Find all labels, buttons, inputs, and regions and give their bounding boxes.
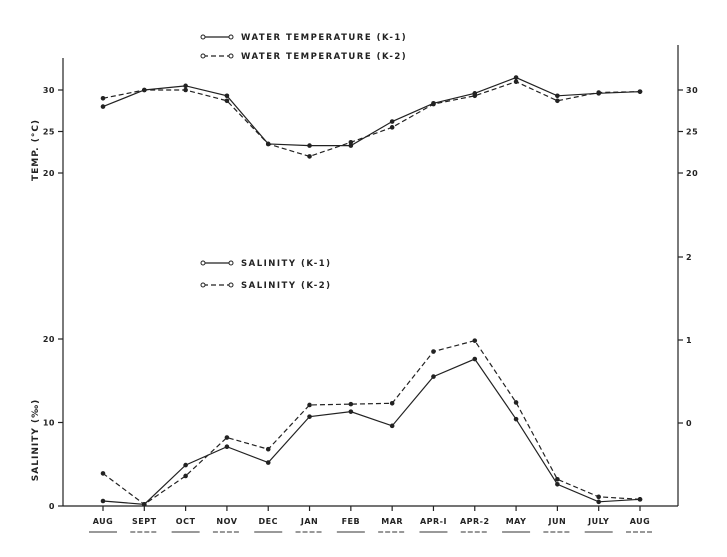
temp-k2-point — [431, 101, 436, 107]
salinity-k2-point — [513, 400, 519, 405]
salinity-k1-point — [431, 374, 436, 379]
temp-right-tick-label: 20 — [686, 169, 698, 178]
salinity-left-tick-label: 0 — [49, 502, 55, 511]
legend-temp-k2-swatch-marker — [200, 53, 206, 59]
legend-salinity-k2-swatch-marker — [228, 282, 234, 288]
temp-k1-point — [513, 75, 519, 80]
temp-axis-label: TEMP. (°C) — [31, 119, 41, 181]
salinity-k2-point — [100, 471, 106, 476]
salinity-k1-point — [183, 462, 188, 468]
legend-salinity-k1-label: SALINITY (K-1) — [241, 259, 332, 269]
temp-k2-point — [348, 139, 354, 145]
temp-k1-point — [183, 83, 188, 89]
temp-k2-point — [637, 89, 643, 94]
legend-temp-k1-label: WATER TEMPERATURE (K-1) — [241, 33, 407, 43]
salinity-k2-point — [142, 502, 147, 507]
legend-temp-k2-swatch-marker — [228, 53, 234, 59]
x-tick-label: JUN — [548, 517, 567, 526]
x-tick-label: AUG — [630, 517, 651, 526]
temp-k2-point — [472, 93, 478, 99]
salinity-k1-point — [224, 444, 230, 450]
legend-salinity-k2-label: SALINITY (K-2) — [241, 281, 332, 291]
x-tick-label: DEC — [258, 517, 277, 526]
temp-k2-point — [307, 154, 312, 159]
salinity-k1-point — [513, 416, 519, 422]
salinity-k1-point — [472, 356, 478, 362]
salinity-k2-line — [102, 339, 641, 506]
salinity-right-tick-label: 2 — [686, 253, 692, 262]
temp-k2-point — [389, 125, 395, 130]
temp-k1-point — [100, 104, 106, 109]
temp-k1-line — [102, 76, 641, 147]
x-tick-label: MAR — [381, 517, 403, 526]
temp-k1-point — [224, 93, 230, 99]
x-tick-label: JAN — [300, 517, 318, 526]
temp-k2-point — [596, 90, 601, 95]
temp-k1-point — [348, 143, 354, 148]
salinity-left-tick-label: 20 — [43, 335, 55, 344]
salinity-k1-point — [100, 498, 106, 504]
salinity-k2-point — [431, 349, 436, 354]
temp-left-tick-label: 25 — [43, 128, 55, 137]
temp-k1-point — [307, 143, 312, 148]
salinity-k1-point — [307, 414, 312, 419]
salinity-right-tick-label: 0 — [686, 419, 692, 428]
temp-left-tick-label: 20 — [43, 169, 55, 178]
salinity-k1-point — [555, 481, 560, 487]
x-tick-label: NOV — [216, 517, 237, 526]
x-tick-label: OCT — [176, 517, 196, 526]
salinity-k1-point — [348, 409, 354, 414]
salinity-k1-point — [596, 499, 601, 505]
salinity-left-tick-label: 10 — [43, 419, 55, 428]
salinity-k2-point — [348, 401, 354, 407]
salinity-k2-point — [472, 338, 478, 343]
salinity-k2-point — [555, 476, 560, 482]
x-tick-label: JULY — [587, 517, 609, 526]
x-tick-label: AUG — [93, 517, 114, 526]
salinity-k2-point — [596, 494, 601, 500]
temp-left-tick-label: 30 — [43, 86, 55, 95]
temp-k2-line — [102, 81, 641, 158]
temp-k2-point — [555, 98, 560, 104]
temp-k2-point — [265, 141, 271, 147]
x-tick-label: APR-2 — [460, 517, 490, 526]
salinity-k1-point — [389, 423, 395, 429]
legend-salinity-k2-swatch-marker — [200, 282, 206, 288]
x-tick-label: SEPT — [132, 517, 157, 526]
x-tick-label: FEB — [342, 517, 361, 526]
salinity-k2-point — [183, 473, 188, 479]
temp-k2-point — [183, 87, 188, 93]
x-tick-label: MAY — [506, 517, 527, 526]
salinity-k1-line — [102, 358, 641, 505]
legend-salinity-k1-swatch-marker — [200, 260, 206, 266]
legend-temp-k1-swatch-marker — [228, 34, 234, 40]
legend-temp-k1-swatch-marker — [200, 34, 206, 40]
temp-k2-point — [224, 98, 230, 104]
temp-right-tick-label: 25 — [686, 128, 698, 137]
temp-k1-point — [389, 119, 395, 124]
salinity-k2-point — [265, 446, 271, 452]
salinity-k2-point — [637, 497, 643, 502]
temp-k1-point — [555, 93, 560, 99]
temp-k2-point — [513, 79, 519, 84]
temp-k2-point — [100, 96, 106, 101]
salinity-axis-label: SALINITY (‰) — [31, 399, 41, 481]
temp-right-tick-label: 30 — [686, 86, 698, 95]
legend-salinity-k1-swatch-marker — [228, 260, 234, 266]
temp-k2-point — [142, 87, 147, 93]
salinity-k2-point — [389, 400, 395, 406]
salinity-right-tick-label: 1 — [686, 336, 692, 345]
salinity-k2-point — [307, 402, 312, 408]
salinity-k2-point — [224, 435, 230, 440]
x-tick-label: APR-I — [420, 517, 447, 526]
legend-temp-k2-label: WATER TEMPERATURE (K-2) — [241, 52, 407, 62]
salinity-k1-point — [265, 460, 271, 465]
